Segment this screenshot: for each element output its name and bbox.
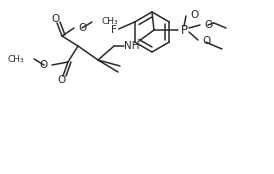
Text: CH₃: CH₃ bbox=[101, 18, 118, 26]
Text: O: O bbox=[78, 23, 86, 33]
Text: O: O bbox=[40, 60, 48, 70]
Text: CH₃: CH₃ bbox=[7, 54, 24, 64]
Text: O: O bbox=[190, 10, 198, 20]
Text: O: O bbox=[202, 36, 210, 46]
Text: O: O bbox=[204, 20, 212, 30]
Text: F: F bbox=[111, 25, 117, 35]
Text: P: P bbox=[181, 23, 187, 37]
Text: O: O bbox=[51, 14, 59, 24]
Text: NH: NH bbox=[124, 41, 140, 51]
Text: O: O bbox=[57, 75, 65, 85]
